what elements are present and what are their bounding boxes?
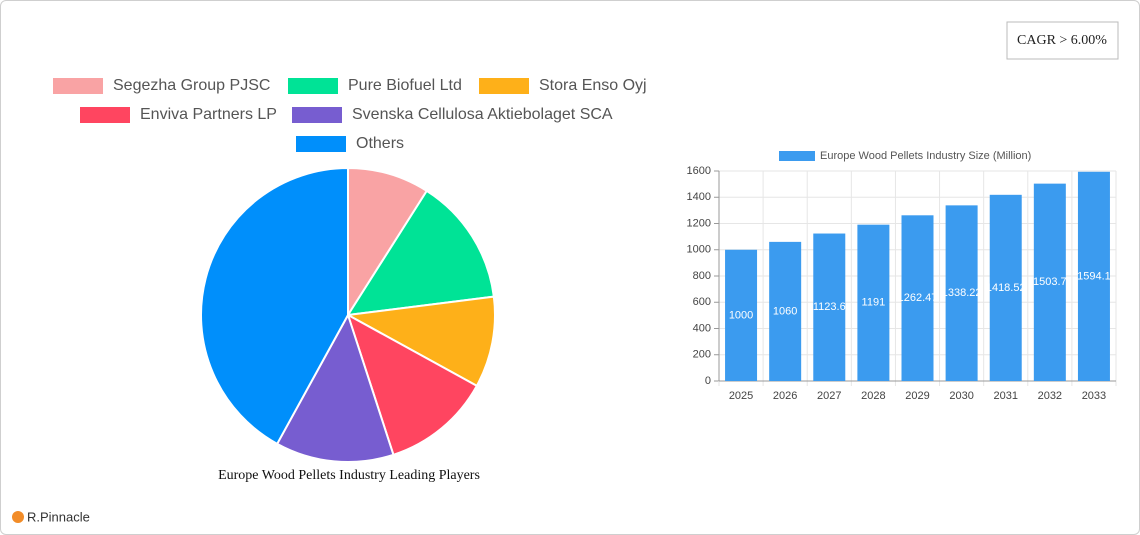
bar-label: 1060 [773,305,797,317]
pie-slice [200,166,349,446]
legend-label: Svenska Cellulosa Aktiebolaget SCA [352,106,613,123]
logo: R.Pinnacle [27,509,90,524]
bar-label: 1262.47 [898,292,938,304]
x-tick-label: 2026 [773,390,797,402]
bar [945,205,978,381]
legend-label: Segezha Group PJSC [113,77,270,94]
pie-slice [346,312,479,457]
legend-label: Others [356,135,404,152]
legend-swatch [292,107,342,123]
x-tick-label: 2030 [949,390,973,402]
bar [1033,183,1066,381]
pie-slice [346,189,495,317]
bar [1077,171,1110,381]
y-tick-label: 1000 [687,244,711,256]
y-tick-label: 600 [693,296,711,308]
y-tick-label: 1600 [687,165,711,177]
y-tick-label: 1400 [687,191,711,203]
bar [857,224,890,381]
logo-icon [12,511,24,523]
bar [725,249,758,381]
y-tick-label: 800 [693,270,711,282]
legend-swatch [80,107,130,123]
legend-swatch [53,78,103,94]
pie-title: Europe Wood Pellets Industry Leading Pla… [218,468,480,483]
bar [901,215,934,381]
bar-label: 1191 [862,297,886,309]
x-tick-label: 2028 [861,390,885,402]
badge-box [1006,21,1119,60]
y-tick-label: 0 [705,375,711,387]
bar-label: 1418.52 [986,282,1026,294]
bar-label: 1503.7 [1033,276,1067,288]
pie-slice [347,166,429,319]
bar [813,233,846,381]
x-tick-label: 2027 [817,390,841,402]
pie-slice [275,312,395,463]
bar-label: 1123.6 [813,301,846,313]
legend-label: Europe Wood Pellets Industry Size (Milli… [820,150,1031,162]
y-tick-label: 400 [693,322,711,334]
badge: CAGR > 6.00% [1017,33,1107,48]
legend-label: Enviva Partners LP [140,106,277,123]
legend-swatch [479,78,529,94]
x-tick-label: 2032 [1038,390,1062,402]
x-tick-label: 2031 [993,390,1017,402]
legend-swatch [296,136,346,152]
bar [769,241,802,381]
x-tick-label: 2033 [1082,390,1106,402]
bar-label: 1000 [729,309,753,321]
legend-swatch [779,151,815,161]
x-tick-label: 2025 [729,390,753,402]
y-tick-label: 200 [693,349,711,361]
legend-label: Pure Biofuel Ltd [348,77,462,94]
y-tick-label: 1200 [687,217,711,229]
bar-label: 1338.22 [942,287,982,299]
legend-swatch [288,78,338,94]
x-tick-label: 2029 [905,390,929,402]
bar [989,194,1022,381]
bar-label: 1594.1 [1077,270,1111,282]
legend-label: Stora Enso Oyj [539,77,647,94]
pie-slice [344,295,496,388]
